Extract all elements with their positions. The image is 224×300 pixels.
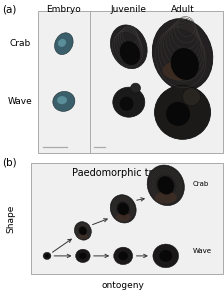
Text: Wave: Wave [193,248,212,254]
Ellipse shape [55,33,73,55]
Text: ontogeny: ontogeny [102,281,145,290]
Bar [38,11,223,153]
Ellipse shape [79,227,87,235]
Ellipse shape [43,252,51,260]
Ellipse shape [45,254,49,258]
Ellipse shape [110,25,147,69]
Ellipse shape [159,250,172,262]
Ellipse shape [155,85,211,139]
Ellipse shape [114,247,133,265]
Text: Wave: Wave [8,97,32,106]
Ellipse shape [162,60,198,80]
Ellipse shape [79,253,86,259]
Ellipse shape [166,102,190,126]
Ellipse shape [171,48,199,80]
Ellipse shape [117,202,129,215]
Text: Paedomorphic trend: Paedomorphic trend [72,168,170,178]
Text: Juvenile: Juvenile [111,5,147,14]
Ellipse shape [116,213,131,222]
Text: Adult: Adult [171,5,194,14]
Ellipse shape [57,96,67,104]
Ellipse shape [113,87,145,117]
Ellipse shape [183,88,200,106]
Ellipse shape [74,222,91,240]
Ellipse shape [131,83,140,93]
Ellipse shape [120,41,140,65]
Ellipse shape [53,92,75,111]
Ellipse shape [155,191,177,204]
Ellipse shape [110,195,136,223]
Ellipse shape [152,19,213,91]
Ellipse shape [147,165,184,206]
Ellipse shape [76,249,90,262]
Text: Shape: Shape [7,204,16,232]
Ellipse shape [118,251,128,260]
Ellipse shape [120,97,134,111]
Text: Embryo: Embryo [46,5,81,14]
Bar [31,163,223,274]
Text: (a): (a) [2,5,17,15]
Text: Crab: Crab [193,181,209,187]
Ellipse shape [157,176,174,194]
Text: Crab: Crab [10,39,31,48]
Text: (b): (b) [2,158,17,167]
Ellipse shape [58,39,66,47]
Ellipse shape [78,234,88,239]
Ellipse shape [153,244,179,268]
